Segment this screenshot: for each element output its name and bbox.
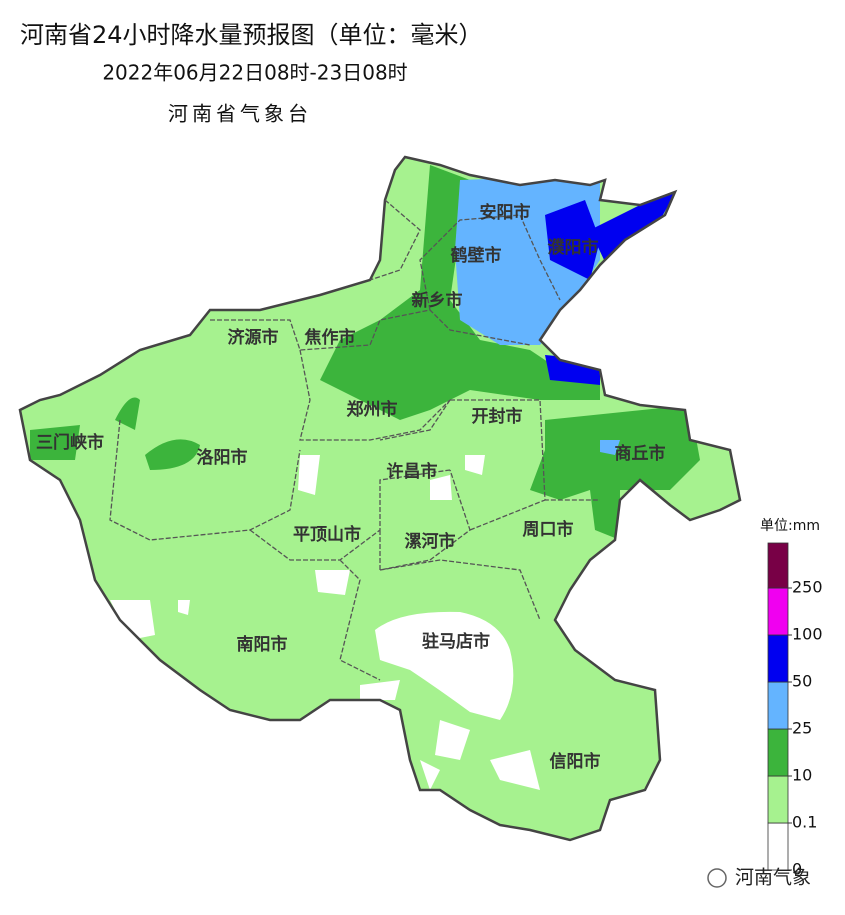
city-label: 平顶山市 bbox=[293, 524, 361, 545]
subtitle: 2022年06月22日08时-23日08时 bbox=[102, 61, 407, 85]
city-label: 信阳市 bbox=[550, 751, 601, 772]
city-label: 开封市 bbox=[472, 406, 523, 427]
city-label: 濮阳市 bbox=[548, 237, 599, 258]
legend-swatch bbox=[767, 822, 789, 871]
city-label: 驻马店市 bbox=[422, 631, 490, 652]
watermark: 河南气象 bbox=[735, 867, 811, 889]
city-label: 济源市 bbox=[228, 327, 279, 348]
legend-swatch bbox=[767, 587, 789, 636]
legend-unit: 单位:mm bbox=[760, 518, 820, 534]
legend-tick-label: 0 bbox=[792, 860, 802, 879]
city-label: 漯河市 bbox=[405, 531, 456, 552]
city-label: 周口市 bbox=[523, 519, 574, 540]
city-label: 安阳市 bbox=[480, 202, 531, 223]
title: 河南省24小时降水量预报图（单位：毫米） bbox=[20, 21, 483, 49]
legend-swatch bbox=[767, 542, 789, 589]
legend-tick-label: 0.1 bbox=[792, 813, 817, 832]
province-map bbox=[18, 155, 742, 842]
legend-swatch bbox=[767, 634, 789, 683]
legend-tick-label: 100 bbox=[792, 625, 823, 644]
legend-tick-label: 25 bbox=[792, 719, 812, 738]
city-label: 南阳市 bbox=[237, 634, 288, 655]
city-label: 焦作市 bbox=[304, 327, 356, 348]
city-label: 鹤壁市 bbox=[451, 245, 502, 266]
legend-swatch bbox=[767, 775, 789, 824]
legend-tick-label: 250 bbox=[792, 578, 823, 597]
city-label: 洛阳市 bbox=[197, 447, 248, 468]
legend-swatch bbox=[767, 681, 789, 730]
legend-tick-label: 50 bbox=[792, 672, 812, 691]
city-label: 新乡市 bbox=[412, 290, 463, 311]
city-label: 郑州市 bbox=[347, 399, 398, 420]
city-label: 许昌市 bbox=[387, 461, 438, 482]
watermark-icon bbox=[707, 868, 727, 888]
legend: 0 0.1 10 25 50 100 250 bbox=[767, 542, 823, 879]
legend-swatch bbox=[767, 728, 789, 777]
city-label: 三门峡市 bbox=[36, 432, 104, 453]
issuer: 河南省气象台 bbox=[168, 102, 312, 126]
city-label: 商丘市 bbox=[615, 443, 666, 464]
legend-tick-label: 10 bbox=[792, 766, 812, 785]
